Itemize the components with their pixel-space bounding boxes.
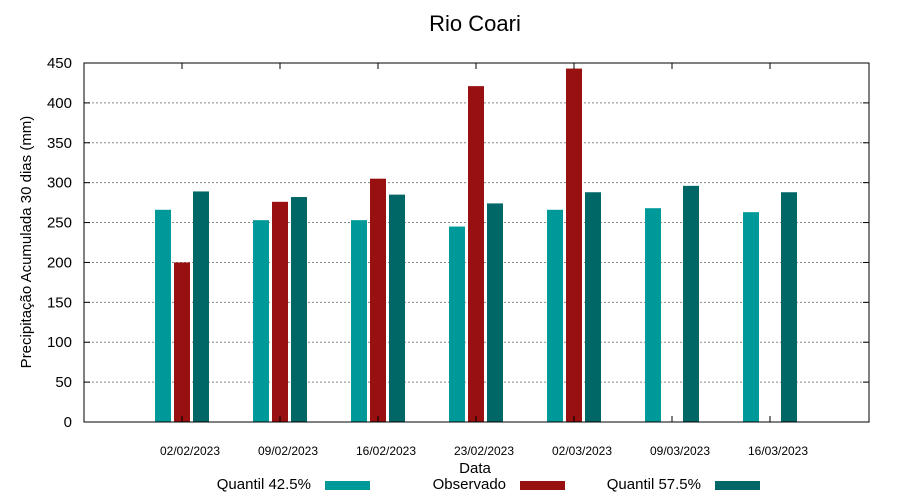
x-tick-label: 09/03/2023 [650, 444, 710, 458]
bar [781, 192, 797, 422]
y-tick-label: 250 [47, 215, 72, 232]
y-tick-label: 350 [47, 135, 72, 152]
bar [253, 220, 269, 422]
bar [272, 201, 288, 422]
x-tick-label: 09/02/2023 [258, 444, 318, 458]
legend-label: Observado [433, 476, 506, 493]
y-tick-label: 0 [64, 414, 72, 431]
bar [449, 226, 465, 422]
y-axis-label: Precipitação Acumulada 30 dias (mm) [18, 116, 35, 369]
y-tick-label: 50 [55, 374, 72, 391]
x-tick-label: 16/03/2023 [748, 444, 808, 458]
x-ticks: 02/02/2023 09/02/2023 16/02/2023 23/02/2023… [160, 63, 808, 458]
bars [155, 68, 797, 422]
y-tick-label: 200 [47, 254, 72, 271]
bar [174, 262, 190, 422]
x-tick-label: 16/02/2023 [356, 444, 416, 458]
bar [645, 208, 661, 422]
legend-swatch [325, 481, 370, 490]
y-tick-label: 150 [47, 294, 72, 311]
x-tick-label: 02/03/2023 [552, 444, 612, 458]
bar [291, 197, 307, 422]
legend-swatch [520, 481, 565, 490]
bar [547, 209, 563, 422]
bar [370, 178, 386, 422]
legend-label: Quantil 42.5% [217, 476, 311, 493]
y-ticks: 0 50 100 150 200 250 300 350 400 450 [47, 55, 869, 431]
x-tick-label: 23/02/2023 [454, 444, 514, 458]
y-tick-label: 300 [47, 175, 72, 192]
legend: Quantil 42.5% Observado Quantil 57.5% [217, 476, 760, 493]
x-tick-label: 02/02/2023 [160, 444, 220, 458]
x-axis-label: Data [459, 460, 491, 477]
bar [193, 191, 209, 422]
bar [743, 212, 759, 422]
y-tick-label: 400 [47, 95, 72, 112]
y-tick-label: 100 [47, 334, 72, 351]
bar [487, 203, 503, 422]
chart-title: Rio Coari [429, 11, 521, 36]
legend-label: Quantil 57.5% [607, 476, 701, 493]
bar [468, 86, 484, 422]
bar [585, 192, 601, 422]
bar [351, 220, 367, 422]
bar [683, 185, 699, 422]
bar [155, 209, 171, 422]
legend-swatch [715, 481, 760, 490]
bar [389, 194, 405, 422]
y-tick-label: 450 [47, 55, 72, 72]
bar [566, 68, 582, 422]
